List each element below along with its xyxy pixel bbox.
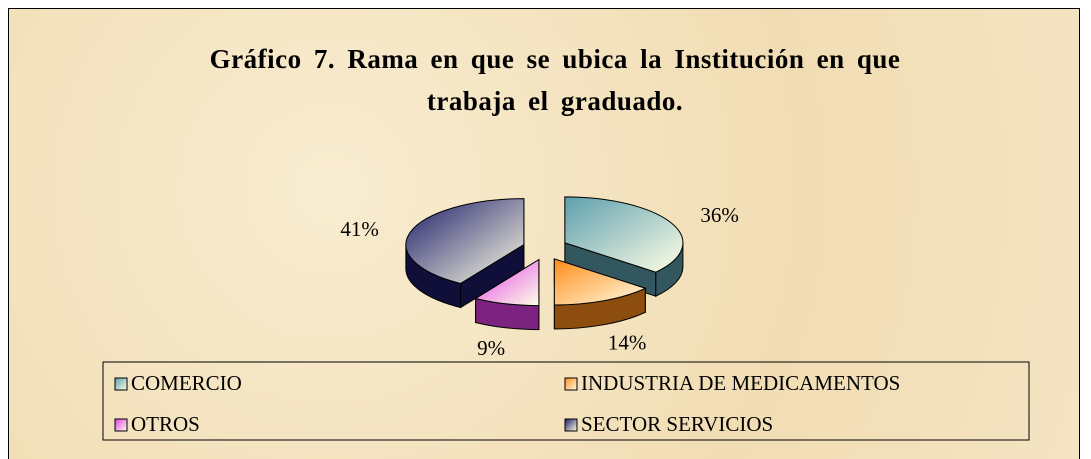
legend-swatch <box>564 377 578 391</box>
data-label: 9% <box>477 336 505 360</box>
pie-slice <box>405 198 525 309</box>
slice-side <box>475 298 539 330</box>
slice-top <box>553 258 647 306</box>
chart: 36% 14% 9% 41% COMERCIO INDUSTRIA DE MEDICAME… <box>102 196 1030 441</box>
pie-slice <box>564 196 684 297</box>
legend-swatch <box>114 418 128 432</box>
data-label: 36% <box>700 203 739 227</box>
legend-label: OTROS <box>131 412 200 436</box>
chart-title: Gráfico 7. Rama en que se ubica la Insti… <box>209 44 901 116</box>
legend-box <box>102 361 1030 441</box>
slice-side <box>460 244 524 308</box>
slice-side <box>554 288 646 329</box>
chart-area <box>8 8 1080 459</box>
legend-swatch <box>564 418 578 432</box>
data-label: 14% <box>608 331 647 355</box>
slice-side <box>405 244 461 308</box>
slice-side <box>655 242 683 297</box>
legend-label: COMERCIO <box>131 371 242 395</box>
slice-top <box>474 258 540 307</box>
page: 36% 14% 9% 41% COMERCIO INDUSTRIA DE MEDICAME… <box>8 8 1080 459</box>
pie-slice <box>474 258 540 331</box>
legend-swatch <box>114 377 128 391</box>
legend-label: SECTOR SERVICIOS <box>581 412 773 436</box>
pie-slice <box>553 258 647 330</box>
slice-top <box>564 196 684 273</box>
data-label: 41% <box>340 217 379 241</box>
legend-label: INDUSTRIA DE MEDICAMENTOS <box>581 371 900 395</box>
slice-side <box>564 242 656 297</box>
slice-top <box>405 198 525 284</box>
